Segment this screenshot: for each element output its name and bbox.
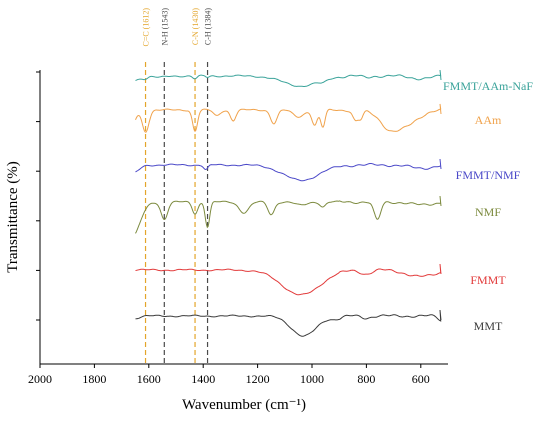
x-tick-label: 1400 — [191, 372, 215, 386]
series-line — [135, 309, 442, 337]
x-tick-label: 2000 — [28, 372, 52, 386]
x-tick-label: 1000 — [300, 372, 324, 386]
series-label: NMF — [475, 205, 501, 219]
reference-line-label: C-H (1384) — [204, 8, 213, 45]
series-label: FMMT/AAm-NaF — [443, 79, 533, 93]
series-label: FMMT/NMF — [456, 168, 521, 182]
spectra-series — [135, 69, 442, 337]
series-labels: FMMT/AAm-NaF AAm FMMT/NMF NMF FMMT MMT — [443, 79, 533, 333]
series-line — [135, 195, 442, 234]
x-tick-label: 800 — [357, 372, 375, 386]
axes — [39, 70, 448, 365]
reference-line-label: C=C (1612) — [142, 8, 151, 47]
reference-line-label: C-N (1430) — [191, 8, 200, 45]
x-tick-label: 1600 — [137, 372, 161, 386]
series-label: FMMT — [470, 273, 506, 287]
x-tick-label: 600 — [412, 372, 430, 386]
x-ticks: 2000 1800 1600 1400 1200 1000 800 600 — [28, 364, 430, 386]
series-line — [135, 158, 442, 182]
series-line — [135, 103, 442, 133]
series-label: MMT — [474, 319, 503, 333]
x-axis-title: Wavenumber (cm⁻¹) — [182, 397, 306, 413]
series-line — [135, 69, 442, 87]
series-label: AAm — [475, 113, 502, 127]
x-tick-label: 1800 — [82, 372, 106, 386]
reference-lines: C=C (1612) N-H (1543) C-N (1430) C-H (1384) — [142, 8, 213, 364]
series-line — [135, 263, 442, 296]
y-ticks — [36, 71, 40, 321]
y-axis-title: Transmittance (%) — [5, 161, 21, 273]
reference-line-label: N-H (1543) — [160, 8, 169, 46]
x-tick-label: 1200 — [246, 372, 270, 386]
